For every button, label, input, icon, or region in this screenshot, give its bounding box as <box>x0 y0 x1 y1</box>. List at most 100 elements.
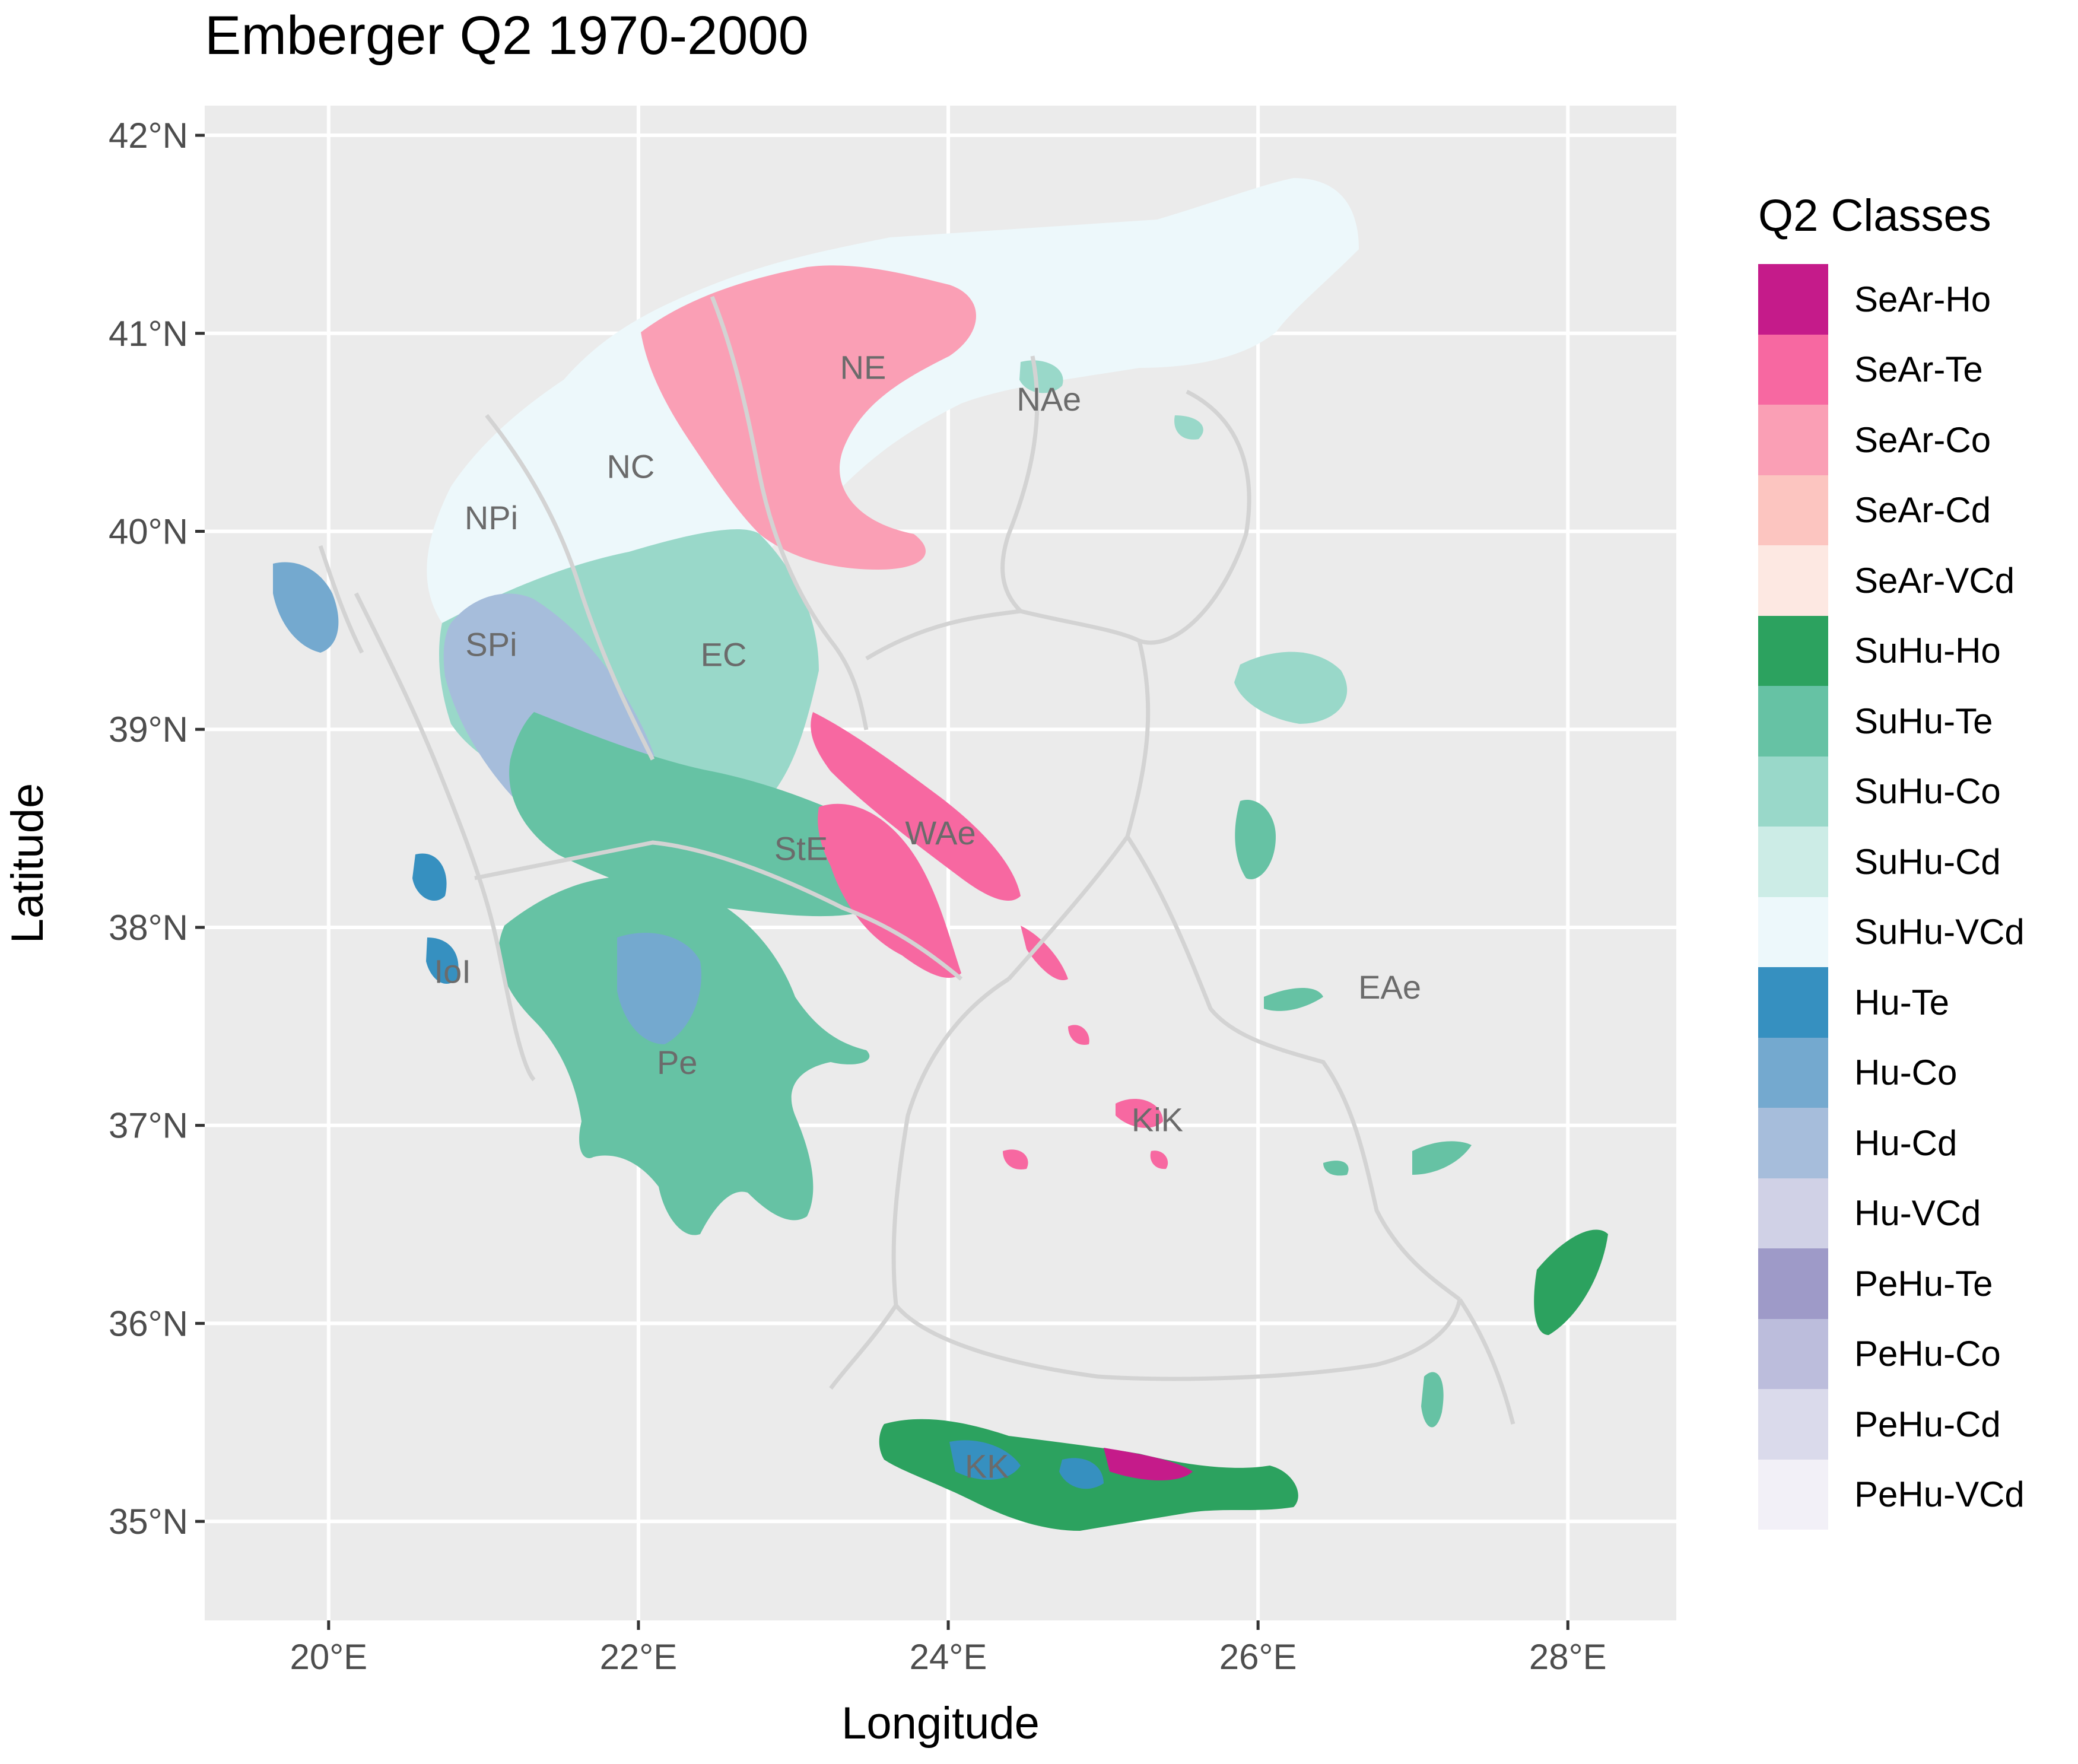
land-kefalonia <box>412 853 447 901</box>
legend-label: SeAr-Co <box>1854 419 1991 460</box>
legend-label: SuHu-Cd <box>1854 841 2001 882</box>
legend-swatch <box>1758 1037 1828 1108</box>
legend-item: SeAr-VCd <box>1758 545 2067 616</box>
land-north <box>427 178 1359 625</box>
legend-swatch <box>1758 264 1828 335</box>
region-label: NC <box>606 447 654 485</box>
region-label: EC <box>701 635 747 673</box>
y-tick-label: 38°N <box>109 908 188 948</box>
legend-item: SuHu-VCd <box>1758 897 2067 967</box>
legend-label: Hu-VCd <box>1854 1193 1981 1234</box>
legend-item: SuHu-Co <box>1758 756 2067 827</box>
legend-item: SeAr-Te <box>1758 334 2067 405</box>
legend-swatch <box>1758 1459 1828 1530</box>
land-thassos-samothraki <box>1019 360 1203 440</box>
legend-swatch <box>1758 827 1828 897</box>
y-tick-label: 36°N <box>109 1304 188 1343</box>
region-boundaries <box>318 295 1515 1425</box>
y-tick-label: 42°N <box>109 116 188 155</box>
land-dodecanese <box>1323 1141 1472 1428</box>
x-tick-label: 22°E <box>600 1637 678 1677</box>
legend-item: PeHu-Co <box>1758 1318 2067 1389</box>
legend-swatch <box>1758 405 1828 475</box>
region-label: KK <box>965 1448 1009 1485</box>
legend-swatch <box>1758 1248 1828 1319</box>
land-samos <box>1264 988 1323 1011</box>
legend-title: Q2 Classes <box>1758 190 1991 241</box>
legend-label: SeAr-VCd <box>1854 560 2015 600</box>
land-lesvos <box>1234 651 1348 724</box>
legend-item: PeHu-VCd <box>1758 1459 2067 1530</box>
legend-item: SuHu-Cd <box>1758 827 2067 897</box>
legend-label: Hu-Cd <box>1854 1123 1958 1163</box>
legend-swatch <box>1758 967 1828 1038</box>
land-zakynthos <box>426 937 459 984</box>
legend-swatch <box>1758 1318 1828 1389</box>
legend-label: SuHu-Te <box>1854 701 1993 741</box>
legend-swatch <box>1758 475 1828 545</box>
region-label: StE <box>774 829 828 867</box>
legend-items: SeAr-Ho SeAr-Te SeAr-Co SeAr-Cd SeAr-VCd SuHu… <box>1758 264 2067 1530</box>
region-label: NAe <box>1016 380 1081 418</box>
y-tick-label: 39°N <box>109 710 188 749</box>
y-tick-label: 35°N <box>109 1502 188 1541</box>
region-labels: NE NAe NC NPi SPi EC StE WAe IoI EAe Pe KiK KK <box>434 349 1421 1485</box>
legend-label: SeAr-Ho <box>1854 279 1991 319</box>
land-chios <box>1235 800 1276 879</box>
legend-item: Hu-Co <box>1758 1037 2067 1108</box>
legend-item: SuHu-Te <box>1758 686 2067 757</box>
legend-label: SeAr-Te <box>1854 349 1983 390</box>
legend-label: Hu-Te <box>1854 982 1950 1022</box>
legend-swatch <box>1758 1178 1828 1248</box>
land-rhodes <box>1534 1229 1608 1335</box>
x-tick-labels: 20°E 22°E 24°E 26°E 28°E <box>290 1637 1606 1677</box>
legend-label: SuHu-Co <box>1854 771 2001 812</box>
x-axis-title: Longitude <box>841 1698 1040 1749</box>
x-tick-label: 28°E <box>1529 1637 1607 1677</box>
legend-item: Hu-Te <box>1758 967 2067 1038</box>
legend-label: Hu-Co <box>1854 1053 1958 1093</box>
land-evia <box>811 712 1021 901</box>
land-cyclades <box>1003 926 1168 1169</box>
legend-label: PeHu-Co <box>1854 1334 2001 1374</box>
land-peloponnese <box>498 876 870 1235</box>
land-north-sear <box>641 265 976 570</box>
axis-ticks <box>195 134 1569 1630</box>
land-classes <box>273 178 1608 1531</box>
region-label: EAe <box>1358 968 1421 1006</box>
y-tick-label: 41°N <box>109 314 188 354</box>
legend-item: PeHu-Te <box>1758 1248 2067 1319</box>
y-axis-title: Latitude <box>2 783 53 943</box>
region-label: IoI <box>434 952 471 990</box>
land-crete-east <box>1104 1448 1193 1480</box>
legend-label: PeHu-Te <box>1854 1263 1993 1304</box>
y-tick-label: 37°N <box>109 1106 188 1146</box>
legend-label: PeHu-Cd <box>1854 1404 2001 1444</box>
legend-item: SeAr-Co <box>1758 405 2067 475</box>
legend-swatch <box>1758 897 1828 967</box>
legend-label: SuHu-Ho <box>1854 631 2001 671</box>
legend-item: Hu-VCd <box>1758 1178 2067 1248</box>
land-attica <box>818 803 961 978</box>
land-sterea <box>509 712 891 917</box>
legend-swatch <box>1758 1389 1828 1460</box>
legend-item: SuHu-Ho <box>1758 615 2067 686</box>
x-tick-label: 20°E <box>290 1637 367 1677</box>
region-label: NPi <box>465 499 518 536</box>
y-tick-label: 40°N <box>109 512 188 552</box>
region-label: SPi <box>465 626 517 663</box>
land-crete-mountain <box>949 1440 1104 1489</box>
region-label: NE <box>840 349 887 386</box>
legend-label: SeAr-Cd <box>1854 490 1991 530</box>
legend-swatch <box>1758 545 1828 616</box>
legend-swatch <box>1758 756 1828 827</box>
legend-label: PeHu-VCd <box>1854 1474 2025 1515</box>
legend-swatch <box>1758 686 1828 757</box>
legend-swatch <box>1758 615 1828 686</box>
legend-swatch <box>1758 1108 1828 1178</box>
legend-item: SeAr-Ho <box>1758 264 2067 335</box>
legend-item: Hu-Cd <box>1758 1108 2067 1178</box>
legend-swatch <box>1758 334 1828 405</box>
region-label: KiK <box>1132 1101 1183 1139</box>
